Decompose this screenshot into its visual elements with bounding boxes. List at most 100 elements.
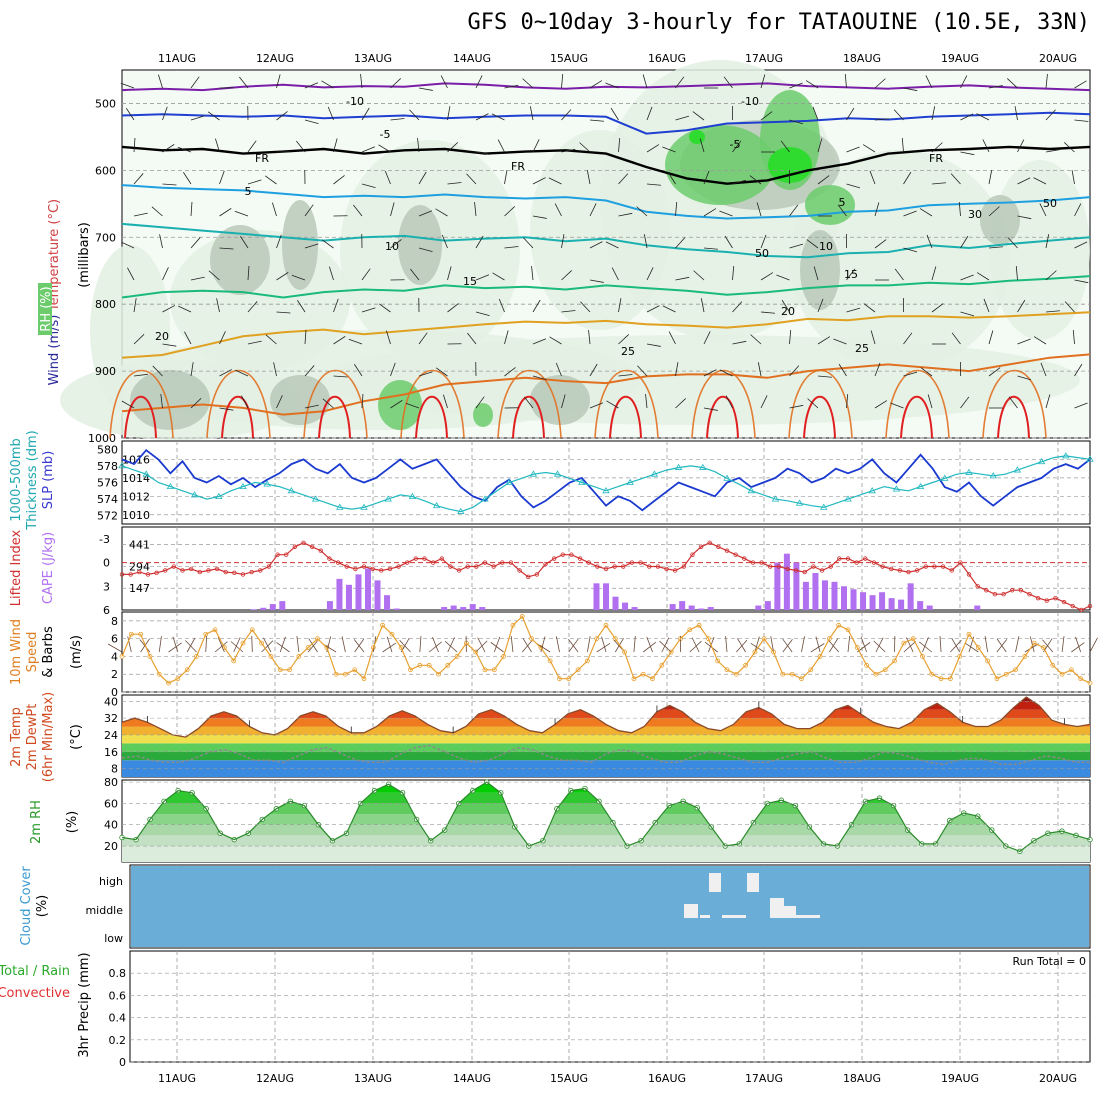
wind-barb xyxy=(127,267,135,281)
wind-barb xyxy=(190,76,200,89)
temp-bands xyxy=(122,697,1090,777)
wind-barb xyxy=(1045,74,1048,89)
wind-barb-10m xyxy=(428,641,442,653)
wind-barb xyxy=(418,171,427,185)
wind-barb xyxy=(668,331,676,345)
wind-barb-10m xyxy=(950,640,962,653)
wind-barb-10m xyxy=(477,637,486,653)
wind-barb xyxy=(504,84,519,89)
wind-barb xyxy=(216,298,220,313)
isotherm-label-17: 30 xyxy=(968,208,982,221)
cloud-tick-2: low xyxy=(104,932,123,945)
cape-bar xyxy=(250,609,257,610)
x-tick-bottom-0: 11AUG xyxy=(158,1072,196,1085)
wind-barb xyxy=(846,107,855,121)
pressure-tick-4: 900 xyxy=(95,365,116,378)
wind-barb xyxy=(903,247,918,253)
x-tick-top-9: 20AUG xyxy=(1039,52,1077,65)
wind-barb xyxy=(405,402,420,409)
lifted-marker xyxy=(1087,603,1093,609)
wind-barb xyxy=(846,307,861,313)
wind-barb xyxy=(719,210,733,217)
wind-barb xyxy=(121,241,135,249)
lifted-marker xyxy=(958,560,963,565)
x-tick-top-5: 16AUG xyxy=(648,52,686,65)
rh-blob-10 xyxy=(210,225,270,295)
wind-barb xyxy=(121,400,135,409)
rh-blob-25 xyxy=(768,147,812,183)
wind-barb xyxy=(276,395,283,409)
wind-barb xyxy=(838,363,847,377)
wind-barb-10m xyxy=(964,642,979,653)
wind-barb-10m xyxy=(1015,636,1020,653)
wind-barb xyxy=(703,170,710,185)
wind-barb xyxy=(235,369,249,377)
lifted-marker xyxy=(301,540,306,546)
wind-barb-10m xyxy=(691,637,700,653)
cape-bar xyxy=(336,578,343,610)
surface-25-contour-5 xyxy=(594,369,659,439)
wind-barb-10m xyxy=(214,641,228,653)
wind-barb xyxy=(618,138,621,153)
wind-barb xyxy=(474,202,477,217)
side-label-cloud-unit: (%) xyxy=(35,895,50,918)
cape-bar xyxy=(460,607,467,610)
wind-barb xyxy=(1006,78,1018,89)
wind-barb xyxy=(776,274,790,281)
isotherm-4 xyxy=(121,222,1091,259)
side-label-1000-500mb: 1000-500mb xyxy=(9,438,24,522)
wind-barb xyxy=(190,362,194,377)
wind-barb-10m xyxy=(107,643,123,653)
wind-barb xyxy=(589,279,604,283)
wind-barb xyxy=(789,82,803,89)
wind-barb xyxy=(589,119,604,122)
wind-barb xyxy=(618,212,633,217)
wind-barb xyxy=(447,182,462,185)
wind-barb xyxy=(1045,394,1051,409)
wind-barb xyxy=(1074,119,1089,122)
wind-barb xyxy=(126,108,135,121)
wind-barb xyxy=(919,208,933,217)
wind-barb xyxy=(151,206,163,217)
wind-barb xyxy=(589,241,603,249)
wind-barb xyxy=(247,340,262,345)
wind-barb xyxy=(247,179,262,185)
wind-barb-10m xyxy=(754,636,760,653)
wind-barb xyxy=(960,311,975,317)
wind-barb xyxy=(475,75,483,89)
lifted-marker xyxy=(984,588,989,593)
cloud-block-4 xyxy=(722,915,746,918)
wind-barb xyxy=(636,206,648,217)
wind-barb xyxy=(247,301,258,313)
surface-25-contour-4 xyxy=(497,369,562,439)
wind-barb xyxy=(162,267,169,281)
cape-bar xyxy=(603,583,609,610)
cape-bar xyxy=(374,580,381,610)
wind-barb-10m xyxy=(906,637,914,653)
wind-barb xyxy=(304,243,319,249)
wind-barb-10m xyxy=(399,640,411,653)
wind-barb xyxy=(160,394,163,409)
wind-barb xyxy=(870,330,876,345)
isotherm-label-14: 20 xyxy=(781,305,795,318)
precip-tick-3: 0.6 xyxy=(109,989,127,1002)
surface-warm-contour-8 xyxy=(900,395,933,439)
cape-bar xyxy=(679,601,686,610)
cape-bar xyxy=(326,601,333,610)
isotherm-label-13: 20 xyxy=(155,330,169,343)
x-tick-top-0: 11AUG xyxy=(158,52,196,65)
temp-tick-1: 16 xyxy=(104,746,118,759)
wind-barb xyxy=(646,267,654,281)
wind-barb xyxy=(675,398,687,409)
isotherm-label-4: FR xyxy=(255,152,269,165)
wind-barb xyxy=(532,375,547,381)
wind-barb-10m xyxy=(432,637,439,653)
wind-barb xyxy=(360,74,363,89)
wind-barb xyxy=(273,362,277,377)
isotherm-5 xyxy=(121,275,1091,299)
rh-blob-18 xyxy=(530,375,590,425)
side-label-millibars: (millibars) xyxy=(77,222,92,288)
lifted-marker xyxy=(586,560,591,565)
wind-barb xyxy=(321,80,334,89)
wind-barb xyxy=(589,203,597,217)
